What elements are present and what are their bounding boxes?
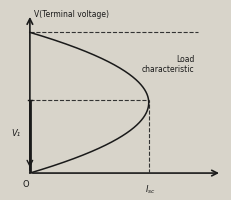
Text: V(Terminal voltage): V(Terminal voltage)	[33, 10, 108, 19]
Text: O: O	[22, 179, 28, 188]
Text: Load
characteristic: Load characteristic	[141, 54, 194, 74]
Text: $I_{sc}$: $I_{sc}$	[145, 183, 155, 195]
Text: V₁: V₁	[12, 129, 21, 138]
